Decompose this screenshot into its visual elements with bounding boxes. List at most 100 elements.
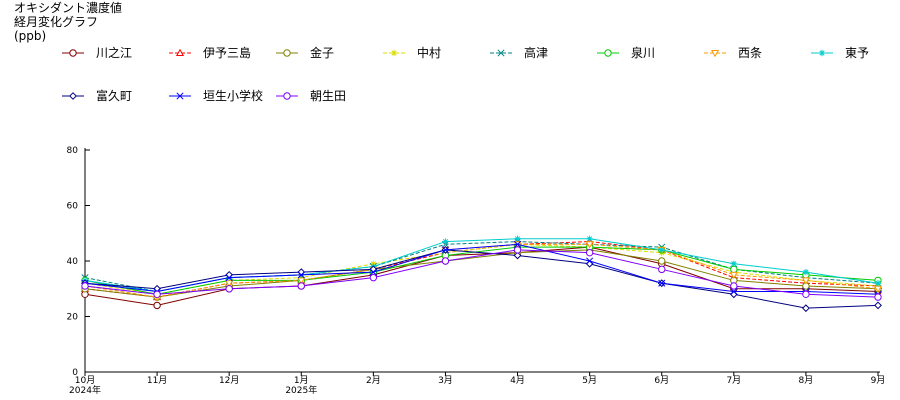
x-tick-label: 5月 [582, 375, 597, 386]
legend-marker [283, 49, 291, 57]
data-point [225, 285, 233, 293]
x-tick-label: 3月 [438, 375, 453, 386]
series-11 [81, 246, 882, 301]
x-year-label: 2024年 [69, 384, 101, 396]
legend-label: 川之江 [96, 46, 132, 60]
series-line [84, 246, 879, 306]
legend-item: 伊予三島 [169, 45, 251, 60]
legend-item: 金子 [276, 45, 334, 60]
data-point [658, 265, 666, 274]
legend-label: 高津 [524, 45, 548, 60]
data-point [586, 257, 594, 265]
legend-marker [69, 92, 77, 100]
legend-label: 西条 [738, 46, 762, 60]
data-point [730, 260, 738, 267]
legend-marker [818, 49, 826, 57]
series-line [84, 249, 879, 298]
y-tick-label: 60 [67, 202, 79, 212]
series-line [84, 249, 879, 298]
data-point [658, 246, 665, 254]
axes: 0 20 40 60 80 10月 11月 12月 1月 2月 3月 4月 5月 6月 7月 8月 9月 2024… [67, 146, 886, 396]
legend-item: 泉川 [597, 46, 655, 60]
data-point [369, 268, 377, 276]
data-point [658, 279, 666, 287]
legend-marker [710, 49, 720, 58]
data-point [729, 271, 738, 280]
x-year-label: 2025年 [285, 384, 317, 396]
data-point [801, 277, 810, 285]
series-line [84, 249, 879, 309]
series-line [84, 243, 879, 295]
legend-label: 泉川 [631, 46, 655, 60]
chart-title-line-1: オキシダント濃度値 [14, 1, 123, 15]
x-tick-label: 9月 [871, 375, 886, 386]
data-point [514, 235, 521, 242]
legend-item: 高津 [490, 45, 548, 60]
legend-item: 富久町 [62, 88, 132, 103]
data-point [513, 240, 522, 248]
data-point [874, 301, 882, 310]
data-point [658, 257, 666, 265]
data-point [730, 287, 738, 296]
legend-marker [69, 49, 77, 57]
legend-item: 川之江 [62, 46, 132, 60]
data-point [442, 238, 449, 245]
legend-marker [283, 92, 291, 100]
series-1 [81, 243, 882, 310]
data-point [513, 246, 522, 254]
data-point [225, 274, 233, 282]
data-point [874, 293, 882, 301]
x-tick-label: 7月 [726, 375, 741, 386]
data-point [802, 290, 810, 298]
x-tick-label: 6月 [654, 375, 669, 386]
legend-item: 中村 [383, 45, 441, 60]
y-tick-label: 40 [67, 257, 79, 267]
y-unit-label: (ppb) [14, 29, 47, 43]
legend-label: 垣生小学校 [203, 88, 263, 103]
legend-marker [497, 49, 505, 57]
data-point [802, 268, 810, 276]
data-point [513, 251, 522, 260]
data-point [586, 235, 593, 242]
y-tick-label: 0 [72, 368, 78, 378]
legend-item: 東予 [811, 46, 869, 60]
legend-marker [175, 48, 185, 57]
legend-label: 朝生田 [310, 89, 346, 103]
y-tick-label: 80 [67, 146, 79, 156]
data-point [585, 248, 594, 257]
data-point [802, 304, 810, 313]
legend-marker [390, 49, 398, 57]
data-point [730, 265, 738, 274]
legend-item: 垣生小学校 [169, 88, 263, 103]
data-point [874, 280, 882, 287]
data-point [441, 246, 450, 254]
series-line [84, 243, 879, 295]
x-tick-label: 10月 [75, 375, 95, 386]
x-tick-label: 12月 [219, 375, 239, 386]
data-point [81, 282, 89, 290]
legend-item: 西条 [704, 46, 762, 60]
legend-label: 東予 [845, 46, 869, 60]
data-point [297, 282, 305, 290]
x-tick-label: 1月 [294, 375, 309, 386]
x-tick-label: 2月 [366, 375, 381, 386]
legend-marker [604, 49, 612, 57]
legend-marker [176, 92, 184, 100]
data-point [730, 282, 738, 290]
x-tick-label: 8月 [799, 375, 814, 386]
chart-title: オキシダント濃度値 経月変化グラフ [14, 1, 122, 29]
data-point [369, 273, 378, 282]
chart-title-line-2: 経月変化グラフ [14, 15, 99, 29]
series-group [80, 235, 883, 313]
data-point [297, 271, 305, 279]
x-tick-label: 4月 [510, 375, 525, 386]
series-3 [81, 246, 882, 301]
data-point [441, 257, 450, 265]
data-point [153, 301, 161, 310]
legend-label: 富久町 [96, 88, 132, 103]
x-tick-label: 11月 [147, 375, 167, 386]
legend-label: 中村 [417, 45, 441, 60]
data-point [153, 290, 161, 298]
